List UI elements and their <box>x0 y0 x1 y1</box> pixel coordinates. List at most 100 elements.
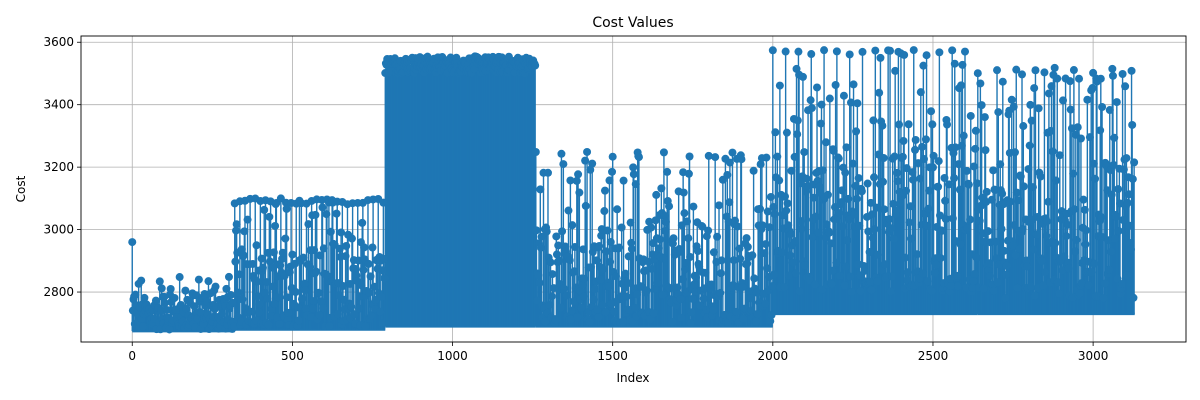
stem-marker <box>1060 252 1069 261</box>
stem-marker <box>1010 148 1019 157</box>
stem-marker <box>760 249 769 258</box>
stem-marker <box>181 286 190 295</box>
stem-marker <box>602 247 611 256</box>
stem-marker <box>940 174 949 183</box>
stem-marker <box>843 236 852 245</box>
stem-marker <box>647 223 656 232</box>
stem-marker <box>876 53 885 62</box>
stem-marker <box>739 314 748 323</box>
stem-marker <box>878 121 887 130</box>
stem-marker <box>1016 172 1025 181</box>
stem-marker <box>852 127 861 136</box>
stem-marker <box>338 281 347 290</box>
stem-marker <box>278 248 287 257</box>
stem-marker <box>1070 205 1079 214</box>
stem-marker <box>255 308 264 317</box>
stem-marker <box>557 149 566 158</box>
stem-marker <box>1025 141 1034 150</box>
stem-marker <box>1053 278 1062 287</box>
stem-marker <box>699 294 708 303</box>
stem-marker <box>855 221 864 230</box>
stem-marker <box>568 221 577 230</box>
stem-marker <box>629 163 638 172</box>
stem-marker <box>943 120 952 129</box>
stem-marker <box>961 47 969 56</box>
stem-marker <box>224 272 233 281</box>
stem-marker <box>975 216 984 225</box>
stem-marker <box>717 256 726 265</box>
stem-marker <box>243 215 252 224</box>
stem-marker <box>347 302 356 311</box>
stem-marker <box>893 177 902 186</box>
stem-marker <box>361 322 370 331</box>
stem-marker <box>841 168 850 177</box>
stem-marker <box>922 51 931 60</box>
stem-marker <box>1096 126 1105 135</box>
stem-marker <box>886 287 895 296</box>
stem-marker <box>919 61 928 70</box>
stem-marker <box>258 263 267 272</box>
stem-marker <box>838 222 847 231</box>
stem-marker <box>733 222 742 231</box>
stem-marker <box>298 294 307 303</box>
stem-marker <box>577 303 586 312</box>
stem-marker <box>607 299 616 308</box>
stem-marker <box>139 322 148 331</box>
stem-marker <box>899 136 908 145</box>
stem-marker <box>768 282 777 291</box>
stem-marker <box>1090 259 1099 268</box>
stem-marker <box>536 243 545 252</box>
stem-marker <box>510 68 519 77</box>
stem-marker <box>262 278 271 287</box>
stem-marker <box>1107 190 1116 199</box>
stem-marker <box>982 187 991 196</box>
stem-marker <box>790 152 799 161</box>
stem-marker <box>346 279 355 288</box>
stem-marker <box>813 83 822 92</box>
stem-marker <box>885 215 894 224</box>
stem-marker <box>1007 95 1016 104</box>
stem-marker <box>753 310 762 319</box>
stem-marker <box>300 279 309 288</box>
stem-marker <box>681 265 690 274</box>
stem-marker <box>872 203 881 212</box>
stem-marker <box>936 254 945 263</box>
stem-marker <box>761 240 770 249</box>
stem-marker <box>950 59 959 68</box>
stem-marker <box>234 288 243 297</box>
stem-marker <box>1112 212 1121 221</box>
stem-marker <box>866 277 875 286</box>
stem-marker <box>807 50 816 59</box>
stem-marker <box>1023 262 1032 271</box>
x-tick-label: 2000 <box>758 349 789 363</box>
stem-marker <box>846 98 855 107</box>
stem-marker <box>284 308 293 317</box>
stem-marker <box>570 243 579 252</box>
stem-marker <box>909 175 918 184</box>
stem-marker <box>1080 205 1089 214</box>
stem-marker <box>853 99 862 108</box>
stem-marker <box>565 256 574 265</box>
stem-marker <box>600 207 609 216</box>
stem-marker <box>379 198 388 207</box>
stem-marker <box>954 160 963 169</box>
stem-marker <box>170 293 179 302</box>
stem-marker <box>1100 279 1109 288</box>
stem-marker <box>889 234 898 243</box>
stem-marker <box>750 274 759 283</box>
stem-marker <box>621 269 630 278</box>
stem-marker <box>1011 251 1020 260</box>
stem-marker <box>923 277 932 286</box>
stem-marker <box>269 248 278 257</box>
stem-marker <box>729 256 738 265</box>
stem-marker <box>973 179 982 188</box>
stem-marker <box>794 47 803 56</box>
stem-marker <box>282 204 291 213</box>
stem-marker <box>811 280 820 289</box>
stem-marker <box>1019 122 1028 131</box>
stem-marker <box>631 180 640 189</box>
stem-marker <box>1123 198 1132 207</box>
stem-marker <box>835 209 844 218</box>
stem-marker <box>365 288 374 297</box>
stem-marker <box>1099 294 1108 303</box>
